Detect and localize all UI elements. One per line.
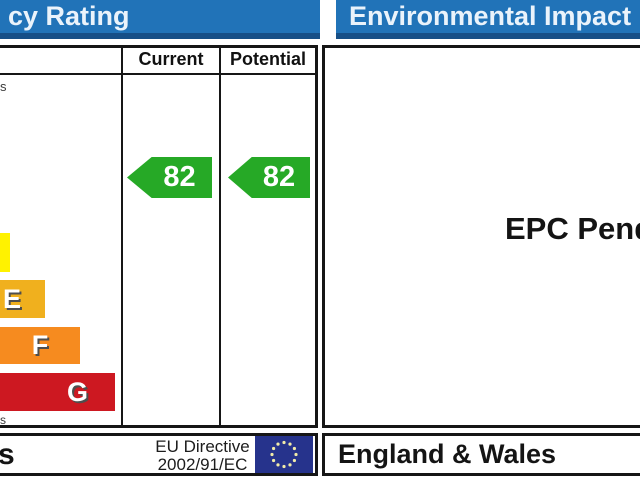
- environmental-impact-title: Environmental Impact: [349, 1, 632, 31]
- band-f-letter: F: [31, 330, 49, 360]
- eu-directive-label: EU Directive 2002/91/EC: [150, 438, 255, 474]
- energy-header-divider: [0, 73, 318, 75]
- eu-directive-line1: EU Directive: [155, 437, 250, 456]
- current-column-header: Current: [138, 49, 204, 69]
- band-e-letter: E: [3, 284, 22, 314]
- band-e-bar: E: [0, 280, 45, 318]
- band-g-bar: G: [0, 373, 115, 411]
- potential-column-header: Potential: [229, 49, 306, 69]
- impact-footer: England & Wales: [322, 433, 640, 476]
- epc-pending-text: EPC Pending: [505, 211, 640, 246]
- current-rating-arrow: 82: [127, 157, 212, 198]
- eu-directive-line2: 2002/91/EC: [157, 455, 248, 474]
- energy-table-bottom-border: [0, 425, 318, 428]
- eu-flag-stars: [270, 440, 298, 469]
- top-caption-fragment: s: [0, 79, 7, 94]
- environmental-impact-title-bar: Environmental Impact: [336, 0, 640, 39]
- england-wales-fragment: s: [0, 438, 15, 471]
- current-rating-value: 82: [163, 161, 196, 193]
- energy-rating-title: cy Rating: [8, 1, 130, 31]
- england-wales-label: England & Wales: [338, 439, 557, 469]
- environmental-impact-panel: [322, 45, 640, 428]
- current-column-divider: [121, 45, 123, 428]
- bottom-caption-fragment: s: [0, 413, 6, 427]
- eu-flag-icon: [255, 436, 313, 473]
- energy-table-top-border: [0, 45, 318, 48]
- band-d-bar: [0, 233, 10, 272]
- potential-column-divider: [219, 45, 221, 428]
- band-f-bar: F: [0, 327, 80, 364]
- potential-rating-value: 82: [262, 161, 296, 193]
- energy-rating-title-bar: cy Rating: [0, 0, 320, 39]
- potential-rating-arrow: 82: [228, 157, 310, 198]
- energy-table-right-border: [315, 45, 318, 428]
- band-g-letter: G: [66, 377, 88, 407]
